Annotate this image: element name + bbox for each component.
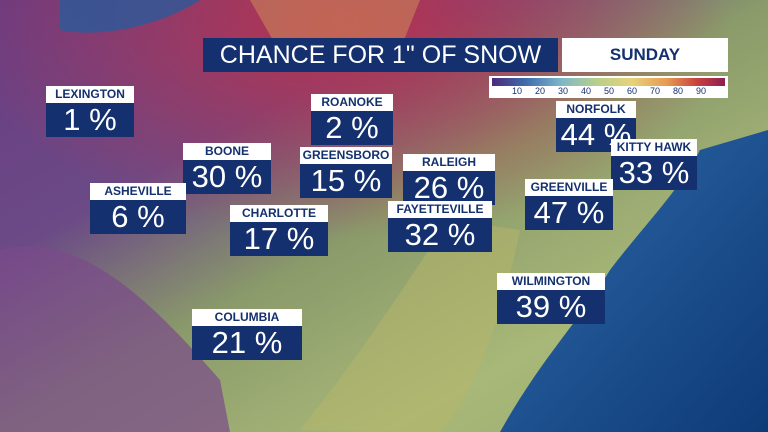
legend-tick: 50 — [603, 86, 615, 96]
city-chance: 30 % — [183, 160, 271, 194]
city-chance: 26 % — [403, 171, 495, 205]
city-chance: 33 % — [611, 156, 697, 190]
city-name: CHARLOTTE — [230, 205, 328, 222]
legend-tick: 30 — [557, 86, 569, 96]
legend-tick: 70 — [649, 86, 661, 96]
city-name: COLUMBIA — [192, 309, 302, 326]
title: CHANCE FOR 1" OF SNOW — [203, 38, 558, 72]
city-name: NORFOLK — [556, 101, 636, 118]
legend-tick: 90 — [695, 86, 707, 96]
legend-tick: 80 — [672, 86, 684, 96]
legend-tick: 10 — [511, 86, 523, 96]
legend-tick: 20 — [534, 86, 546, 96]
city-name: WILMINGTON — [497, 273, 605, 290]
legend-tick: 60 — [626, 86, 638, 96]
city-chance: 47 % — [525, 196, 613, 230]
city-chance: 1 % — [46, 103, 134, 137]
city-name: BOONE — [183, 143, 271, 160]
legend: 10 20 30 40 50 60 70 80 90 — [489, 76, 728, 98]
city-chance: 21 % — [192, 326, 302, 360]
city-name: RALEIGH — [403, 154, 495, 171]
city-name: GREENVILLE — [525, 179, 613, 196]
city-chance: 2 % — [311, 111, 393, 145]
color-bar — [492, 78, 725, 86]
city-chance: 32 % — [388, 218, 492, 252]
city-name: FAYETTEVILLE — [388, 201, 492, 218]
city-chance: 39 % — [497, 290, 605, 324]
city-chance: 6 % — [90, 200, 186, 234]
legend-tick: 40 — [580, 86, 592, 96]
city-name: ASHEVILLE — [90, 183, 186, 200]
city-name: GREENSBORO — [300, 147, 392, 164]
city-name: KITTY HAWK — [611, 139, 697, 156]
city-name: ROANOKE — [311, 94, 393, 111]
city-chance: 17 % — [230, 222, 328, 256]
city-name: LEXINGTON — [46, 86, 134, 103]
city-chance: 15 % — [300, 164, 392, 198]
day-label: SUNDAY — [562, 38, 728, 72]
